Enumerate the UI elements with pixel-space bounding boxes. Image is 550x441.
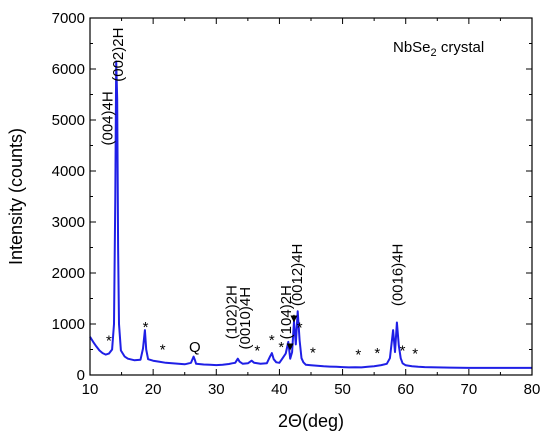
y-tick-label: 3000 xyxy=(52,214,85,231)
x-tick-label: 20 xyxy=(145,381,162,398)
x-tick-label: 50 xyxy=(334,381,351,398)
y-tick-label: 7000 xyxy=(52,10,85,27)
impurity-star: * xyxy=(400,342,406,359)
peak-label: (002)2H xyxy=(110,28,127,82)
peak-label: (102)2H xyxy=(223,285,240,339)
impurity-star: * xyxy=(269,332,275,349)
peak-label: (104)2H xyxy=(278,285,295,339)
y-tick-label: 6000 xyxy=(52,61,85,78)
axis-ticks xyxy=(89,17,533,376)
y-tick-label: 0 xyxy=(77,367,85,384)
impurity-star: * xyxy=(310,344,316,361)
arrow-head xyxy=(290,315,298,323)
peak-label: (0012)4H xyxy=(289,244,306,307)
impurity-star: * xyxy=(143,319,149,336)
impurity-star: * xyxy=(254,342,260,359)
series-line xyxy=(89,60,532,369)
x-tick-label: 60 xyxy=(397,381,414,398)
plot-area xyxy=(89,60,532,369)
impurity-star: * xyxy=(355,346,361,363)
x-tick-label: 80 xyxy=(524,381,541,398)
impurity-star: * xyxy=(412,346,418,363)
impurity-star: * xyxy=(278,339,284,356)
plot-frame xyxy=(89,17,533,376)
peak-label: Q xyxy=(189,339,201,356)
impurity-star: * xyxy=(160,341,166,358)
peak-label: (004)4H xyxy=(100,91,117,145)
x-tick-label: 40 xyxy=(271,381,288,398)
x-tick-label: 30 xyxy=(208,381,225,398)
y-tick-label: 1000 xyxy=(52,316,85,333)
y-tick-label: 2000 xyxy=(52,265,85,282)
peak-annotations: (004)4H(002)2HQ(102)2H(0010)4H (104)2H(00… xyxy=(100,28,419,364)
impurity-star: * xyxy=(297,319,303,336)
y-tick-label: 5000 xyxy=(52,112,85,129)
x-axis-title: 2Θ(deg) xyxy=(278,411,344,431)
impurity-star: * xyxy=(374,345,380,362)
peak-label: (0016)4H xyxy=(390,244,407,307)
axis-tick-labels: 10 20 30 40 50 60 70 80 0 1000 2000 3000 4000 5000 600… xyxy=(52,10,541,398)
arrow-head xyxy=(286,343,294,351)
inset-label: NbSe2 crystal xyxy=(393,39,484,59)
x-tick-label: 10 xyxy=(82,381,99,398)
y-axis-title: Intensity (counts) xyxy=(6,128,26,265)
y-tick-label: 4000 xyxy=(52,163,85,180)
x-tick-label: 70 xyxy=(461,381,478,398)
peak-label: (0010)4H xyxy=(237,287,254,350)
impurity-star: * xyxy=(106,333,112,350)
